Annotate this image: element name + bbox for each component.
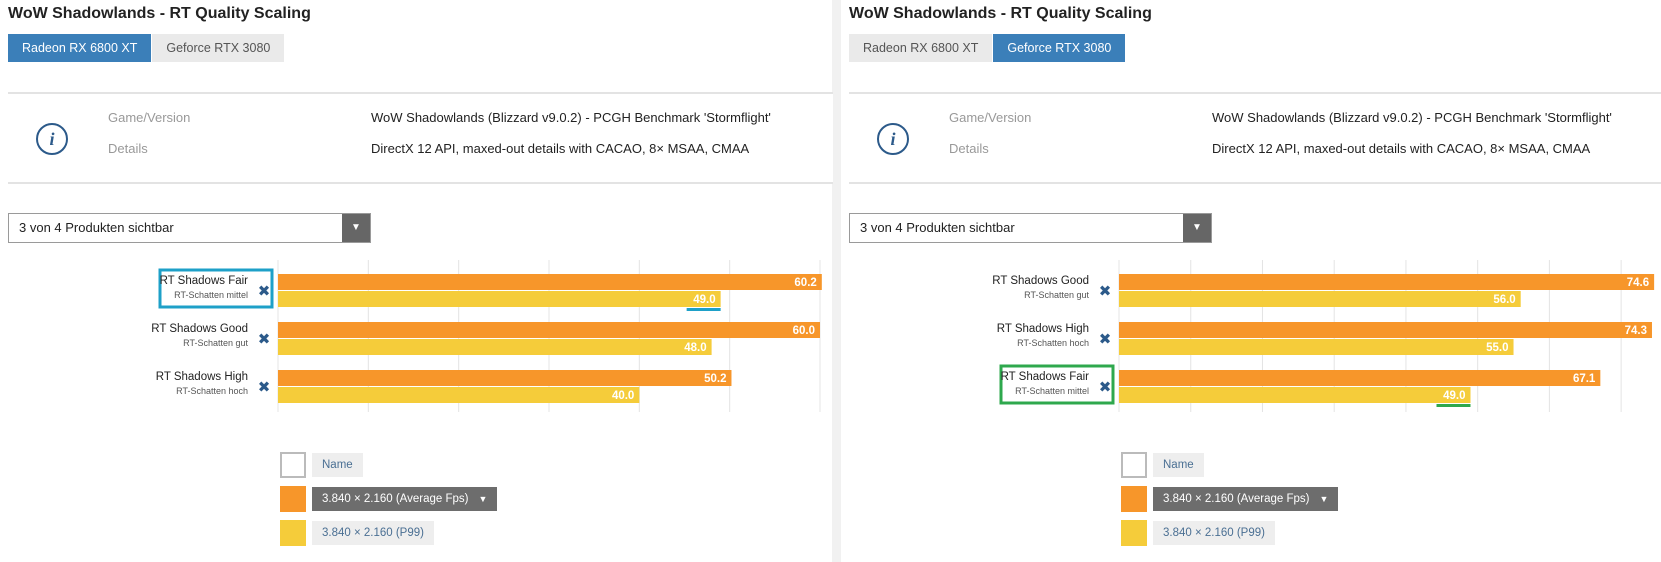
gpu-tabs: Radeon RX 6800 XT Geforce RTX 3080	[8, 34, 285, 62]
remove-icon: ✖	[258, 330, 271, 348]
legend-swatch-p99	[1121, 520, 1147, 546]
tab-geforce-rtx-3080[interactable]: Geforce RTX 3080	[152, 34, 285, 62]
legend-name-row[interactable]: Name	[280, 452, 363, 478]
bar-chart: 0102030405060RT Shadows FairRT-Schatten …	[151, 260, 822, 412]
bar-chart: 010203040506070RT Shadows GoodRT-Schatte…	[992, 260, 1655, 412]
bar-average-fps	[1119, 322, 1652, 338]
legend-avg-text: 3.840 × 2.160 (Average Fps)	[322, 493, 469, 505]
chevron-down-icon[interactable]: ▼	[478, 494, 488, 504]
remove-icon: ✖	[258, 378, 271, 396]
bar-average-fps	[278, 274, 822, 290]
category-label: RT Shadows Good	[992, 275, 1089, 287]
dropdown-value: 3 von 4 Produkten sichtbar	[860, 220, 1015, 235]
data-label: 50.2	[704, 373, 726, 385]
details-label: Details	[108, 141, 148, 156]
category-sublabel: RT-Schatten gut	[1024, 290, 1089, 300]
remove-icon: ✖	[1099, 378, 1112, 396]
data-label: 49.0	[1443, 390, 1465, 402]
category-label: RT Shadows High	[997, 323, 1089, 335]
legend-p99-label[interactable]: 3.840 × 2.160 (P99)	[1153, 521, 1275, 545]
legend-swatch-avg	[1121, 486, 1147, 512]
data-label: 60.0	[793, 325, 815, 337]
legend-avg-text: 3.840 × 2.160 (Average Fps)	[1163, 493, 1310, 505]
category-sublabel: RT-Schatten hoch	[176, 386, 248, 396]
category-label: RT Shadows Good	[151, 323, 248, 335]
remove-icon: ✖	[258, 282, 271, 300]
legend-avg-row[interactable]: 3.840 × 2.160 (Average Fps) ▼	[1121, 486, 1339, 512]
data-label: 55.0	[1486, 342, 1508, 354]
info-icon: i	[36, 123, 68, 155]
category-sublabel: RT-Schatten mittel	[174, 290, 248, 300]
legend-avg-label[interactable]: 3.840 × 2.160 (Average Fps) ▼	[312, 487, 498, 511]
category-label: RT Shadows Fair	[1001, 371, 1090, 383]
legend-swatch-p99	[280, 520, 306, 546]
data-label: 60.2	[794, 277, 816, 289]
bar-average-fps	[1119, 274, 1655, 290]
data-label: 40.0	[612, 390, 634, 402]
category-sublabel: RT-Schatten mittel	[1015, 386, 1089, 396]
game-version-label: Game/Version	[949, 110, 1032, 125]
data-label: 74.6	[1627, 277, 1649, 289]
info-box: i Game/Version WoW Shadowlands (Blizzard…	[849, 92, 1661, 184]
legend-name-row[interactable]: Name	[1121, 452, 1204, 478]
info-icon: i	[877, 123, 909, 155]
legend-p99-row[interactable]: 3.840 × 2.160 (P99)	[1121, 520, 1275, 546]
remove-icon: ✖	[1099, 330, 1112, 348]
data-label: 74.3	[1625, 325, 1647, 337]
highlight-box	[158, 268, 274, 309]
legend-avg-label[interactable]: 3.840 × 2.160 (Average Fps) ▼	[1153, 487, 1339, 511]
legend-name-label[interactable]: Name	[1153, 453, 1204, 477]
category-label: RT Shadows High	[156, 371, 248, 383]
bar-average-fps	[1119, 370, 1601, 386]
category-sublabel: RT-Schatten hoch	[1017, 338, 1089, 348]
details-value: DirectX 12 API, maxed-out details with C…	[371, 141, 750, 156]
panel-title: WoW Shadowlands - RT Quality Scaling	[849, 5, 1152, 22]
tab-geforce-rtx-3080[interactable]: Geforce RTX 3080	[993, 34, 1126, 62]
gpu-tabs: Radeon RX 6800 XT Geforce RTX 3080	[849, 34, 1126, 62]
highlight-underline	[1436, 404, 1471, 407]
bar-average-fps	[278, 322, 820, 338]
product-visibility-dropdown[interactable]: 3 von 4 Produkten sichtbar ▼	[849, 213, 1212, 243]
bar-p99	[1119, 339, 1514, 355]
game-version-label: Game/Version	[108, 110, 191, 125]
tab-radeon-rx-6800-xt[interactable]: Radeon RX 6800 XT	[8, 34, 152, 62]
info-box: i Game/Version WoW Shadowlands (Blizzard…	[8, 92, 833, 184]
dropdown-value: 3 von 4 Produkten sichtbar	[19, 220, 174, 235]
bar-p99	[278, 291, 721, 307]
data-label: 56.0	[1493, 294, 1515, 306]
data-label: 67.1	[1573, 373, 1596, 385]
data-label: 48.0	[684, 342, 706, 354]
chevron-down-icon[interactable]: ▼	[1319, 494, 1329, 504]
chevron-down-icon[interactable]: ▼	[1183, 214, 1211, 242]
legend-avg-row[interactable]: 3.840 × 2.160 (Average Fps) ▼	[280, 486, 498, 512]
checkbox[interactable]	[1121, 452, 1147, 478]
category-sublabel: RT-Schatten gut	[183, 338, 248, 348]
highlight-box	[999, 364, 1115, 405]
remove-icon: ✖	[1099, 282, 1112, 300]
benchmark-panel-left: WoW Shadowlands - RT Quality Scaling Rad…	[0, 0, 833, 562]
bar-p99	[278, 339, 712, 355]
benchmark-panel-right: WoW Shadowlands - RT Quality Scaling Rad…	[841, 0, 1661, 562]
tab-radeon-rx-6800-xt[interactable]: Radeon RX 6800 XT	[849, 34, 993, 62]
legend-p99-label[interactable]: 3.840 × 2.160 (P99)	[312, 521, 434, 545]
bar-average-fps	[278, 370, 732, 386]
details-label: Details	[949, 141, 989, 156]
data-label: 49.0	[693, 294, 715, 306]
bar-p99	[1119, 387, 1471, 403]
product-visibility-dropdown[interactable]: 3 von 4 Produkten sichtbar ▼	[8, 213, 371, 243]
legend-p99-row[interactable]: 3.840 × 2.160 (P99)	[280, 520, 434, 546]
details-value: DirectX 12 API, maxed-out details with C…	[1212, 141, 1591, 156]
checkbox[interactable]	[280, 452, 306, 478]
game-version-value: WoW Shadowlands (Blizzard v9.0.2) - PCGH…	[371, 110, 771, 125]
bar-p99	[278, 387, 640, 403]
legend-name-label[interactable]: Name	[312, 453, 363, 477]
highlight-underline	[686, 308, 721, 311]
game-version-value: WoW Shadowlands (Blizzard v9.0.2) - PCGH…	[1212, 110, 1612, 125]
bar-p99	[1119, 291, 1521, 307]
legend-swatch-avg	[280, 486, 306, 512]
panel-title: WoW Shadowlands - RT Quality Scaling	[8, 5, 311, 22]
category-label: RT Shadows Fair	[160, 275, 249, 287]
chevron-down-icon[interactable]: ▼	[342, 214, 370, 242]
